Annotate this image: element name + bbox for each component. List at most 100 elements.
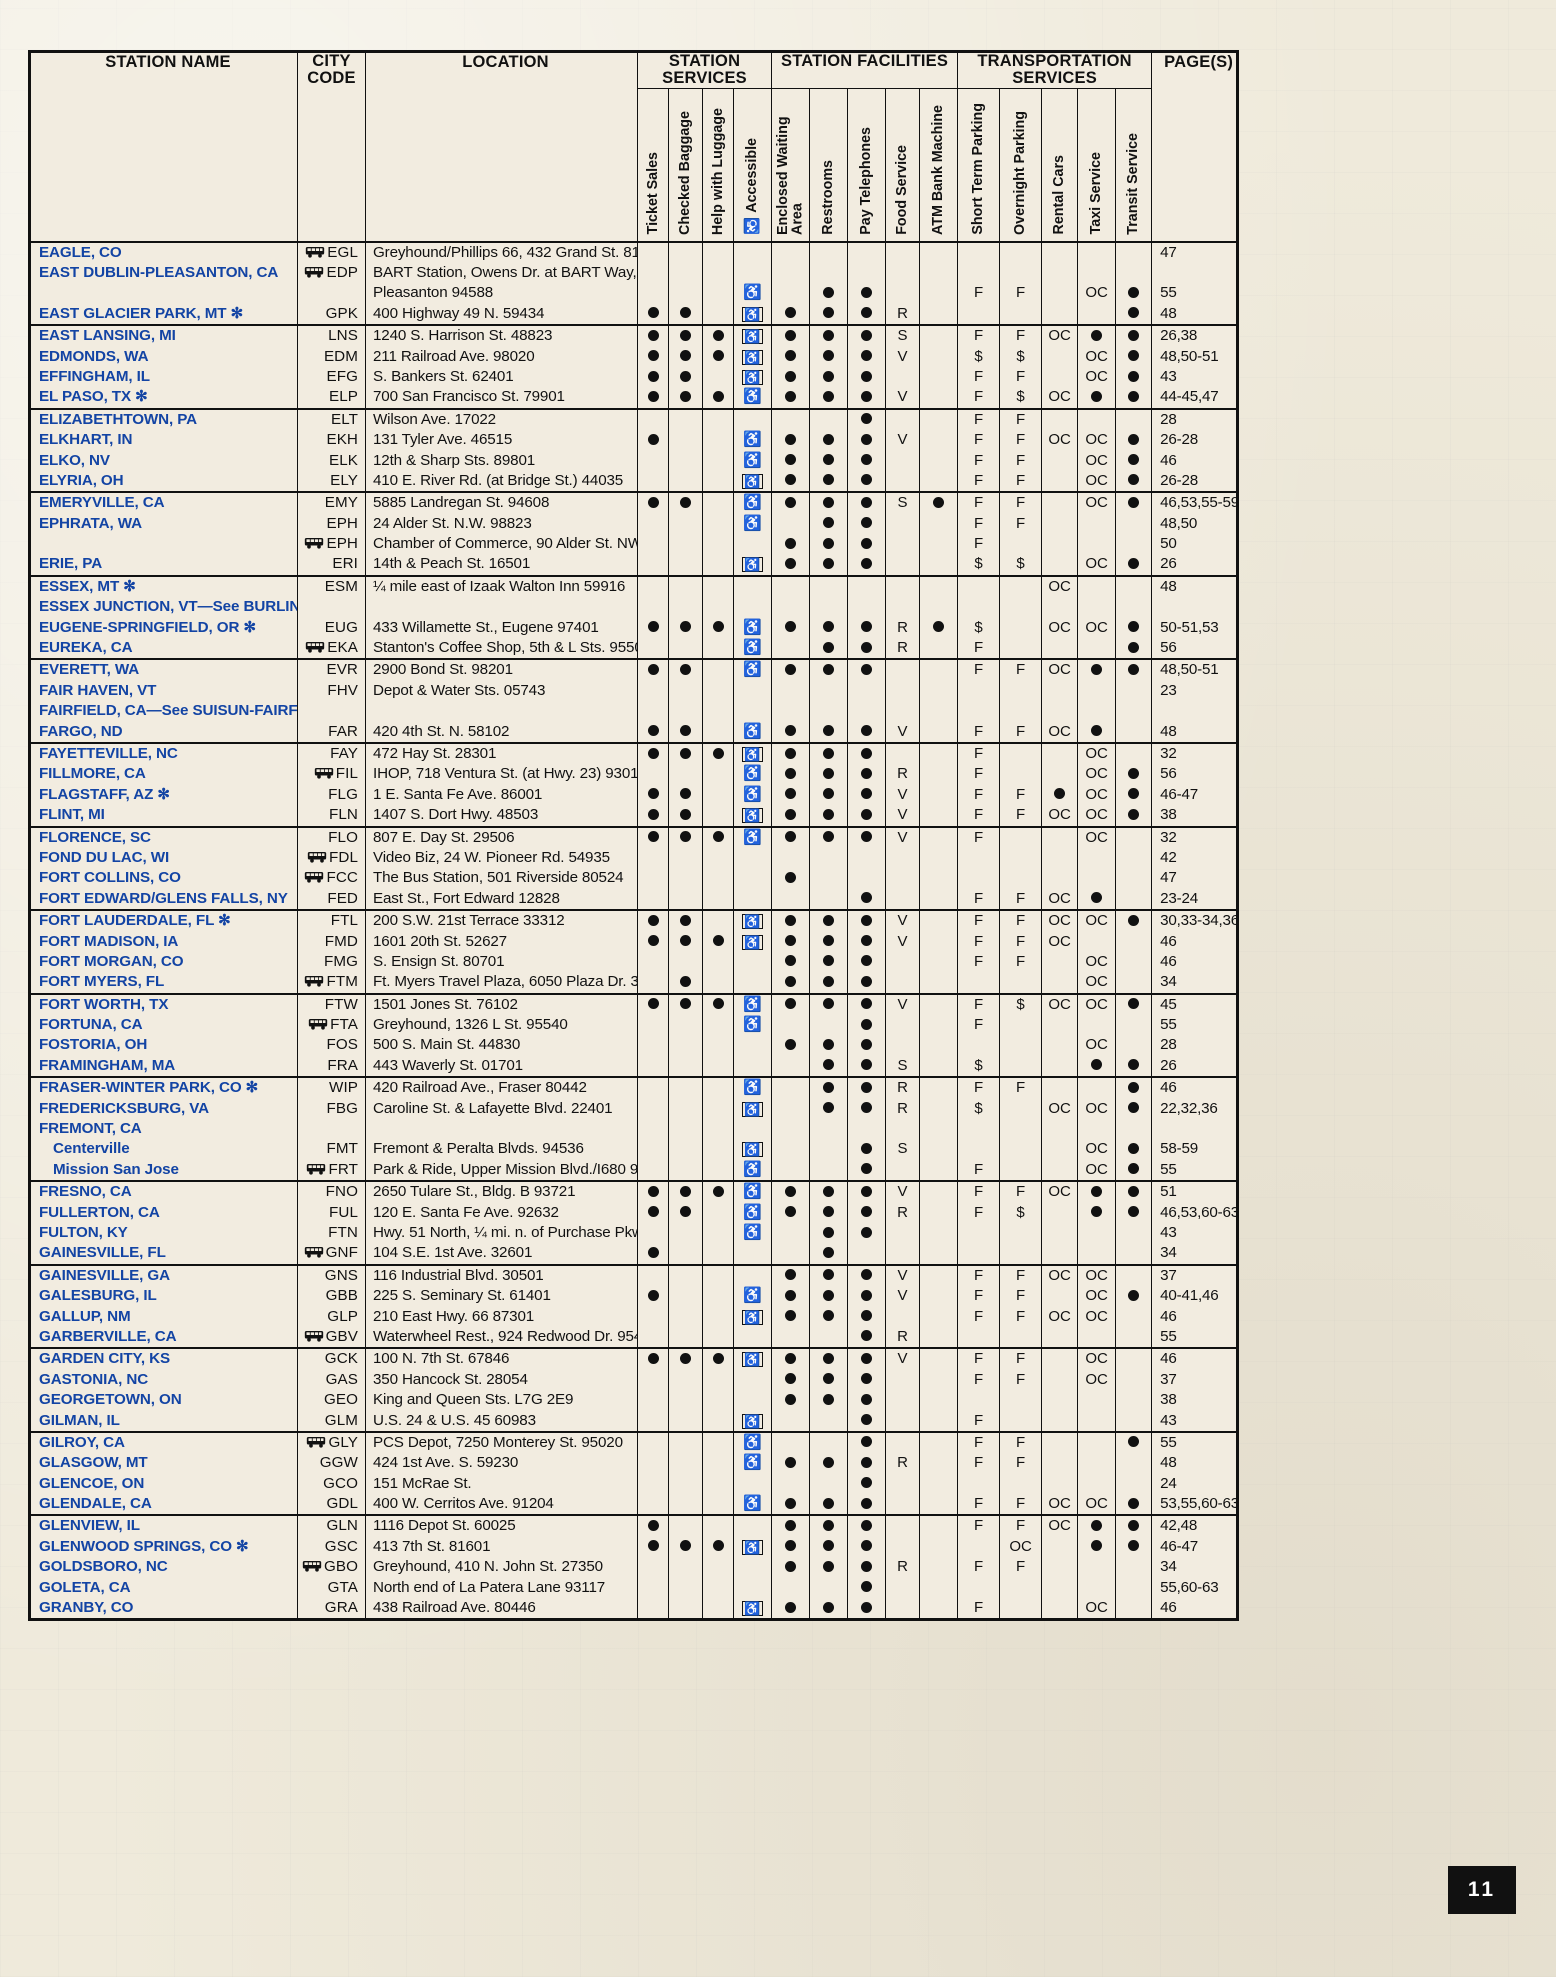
- station-name[interactable]: GLASGOW, MT: [39, 1454, 148, 1472]
- station-name[interactable]: GARDEN CITY, KS: [39, 1350, 170, 1368]
- station-name[interactable]: GAINESVILLE, FL: [39, 1244, 166, 1262]
- service-marker: [1000, 681, 1041, 701]
- station-name[interactable]: FORT WORTH, TX: [39, 995, 169, 1013]
- station-name[interactable]: ELIZABETHTOWN, PA: [39, 410, 198, 428]
- station-name[interactable]: [31, 534, 297, 554]
- station-name[interactable]: EAST GLACIER PARK, MT ✻: [39, 304, 244, 322]
- station-name[interactable]: FULTON, KY: [39, 1223, 128, 1241]
- station-name[interactable]: EDMONDS, WA: [39, 347, 149, 365]
- filled-dot-marker: [823, 831, 835, 843]
- station-name[interactable]: EAST DUBLIN-PLEASANTON, CA: [39, 264, 279, 282]
- service-marker-cell: [847, 1076, 887, 1182]
- station-name[interactable]: GILMAN, IL: [39, 1411, 120, 1429]
- station-name[interactable]: GALESBURG, IL: [39, 1287, 157, 1305]
- station-name[interactable]: EPHRATA, WA: [39, 514, 142, 532]
- filled-dot-marker: [823, 1269, 835, 1281]
- station-name[interactable]: FLORENCE, SC: [39, 828, 151, 846]
- wheelchair-icon: ♿: [743, 431, 762, 449]
- service-marker: [848, 1598, 885, 1618]
- station-name[interactable]: FRESNO, CA: [39, 1183, 132, 1201]
- city-code-cell: ESM EUG EKA: [297, 574, 366, 660]
- filled-dot-marker: [823, 788, 835, 800]
- station-name-cell[interactable]: FRESNO, CA FULLERTON, CA FULTON, KY GAINESV…: [29, 1180, 298, 1266]
- station-name[interactable]: Mission San Jose: [53, 1160, 179, 1178]
- station-name-cell[interactable]: GILROY, CA GLASGOW, MT GLENCOE, ON GLENDALE…: [29, 1430, 298, 1516]
- station-name[interactable]: FLINT, MI: [39, 806, 105, 824]
- filled-dot-marker: [861, 747, 873, 759]
- station-name-cell[interactable]: FLORENCE, SC FOND DU LAC, WI FORT COLLINS,…: [29, 825, 298, 911]
- station-name-cell[interactable]: EVERETT, WA FAIR HAVEN, VT FAIRFIELD, CA—S…: [29, 658, 298, 744]
- station-name-cell[interactable]: FRASER-WINTER PARK, CO ✻ FREDERICKSBURG, …: [29, 1076, 298, 1182]
- station-name[interactable]: GLENWOOD SPRINGS, CO ✻: [39, 1537, 249, 1555]
- service-marker: F: [958, 1203, 999, 1223]
- station-name[interactable]: GOLDSBORO, NC: [39, 1558, 168, 1576]
- service-marker: [1000, 638, 1041, 658]
- station-name[interactable]: ESSEX JUNCTION, VT—See BURLINGTON, VT: [39, 598, 297, 616]
- station-name[interactable]: GOLETA, CA: [39, 1578, 131, 1596]
- station-name[interactable]: FILLMORE, CA: [39, 765, 146, 783]
- station-name-cell[interactable]: GARDEN CITY, KS GASTONIA, NC GEORGETOWN, O…: [29, 1347, 298, 1433]
- station-name-cell[interactable]: EMERYVILLE, CA EPHRATA, WA ERIE, PA: [29, 491, 298, 577]
- station-name[interactable]: FORTUNA, CA: [39, 1016, 143, 1034]
- station-name[interactable]: FAIRFIELD, CA—See SUISUN-FAIRFIELD, CA: [39, 702, 297, 720]
- station-name-cell[interactable]: FORT WORTH, TX FORTUNA, CA FOSTORIA, OH FRA…: [29, 992, 298, 1078]
- station-name[interactable]: FORT EDWARD/GLENS FALLS, NY: [39, 889, 288, 907]
- station-name[interactable]: ELYRIA, OH: [39, 471, 124, 489]
- station-name[interactable]: EL PASO, TX ✻: [39, 388, 148, 406]
- station-name[interactable]: EUREKA, CA: [39, 639, 133, 657]
- station-name[interactable]: FREMONT, CA: [39, 1120, 142, 1138]
- station-name[interactable]: GRANBY, CO: [39, 1599, 134, 1617]
- station-name[interactable]: EUGENE-SPRINGFIELD, OR ✻: [39, 618, 257, 636]
- letter-marker: R: [897, 765, 908, 783]
- station-name[interactable]: FRASER-WINTER PARK, CO ✻: [39, 1079, 259, 1097]
- station-name[interactable]: GARBERVILLE, CA: [39, 1327, 177, 1345]
- station-name[interactable]: FORT COLLINS, CO: [39, 869, 181, 887]
- station-name[interactable]: GLENVIEW, IL: [39, 1517, 140, 1535]
- station-name[interactable]: FOSTORIA, OH: [39, 1036, 148, 1054]
- station-name[interactable]: FOND DU LAC, WI: [39, 848, 170, 866]
- station-name[interactable]: FAYETTEVILLE, NC: [39, 745, 178, 762]
- station-name-cell[interactable]: EAST LANSING, MI EDMONDS, WA EFFINGHAM, IL…: [29, 324, 298, 410]
- station-name-cell[interactable]: FORT LAUDERDALE, FL ✻ FORT MADISON, IA FOR…: [29, 909, 298, 995]
- station-name[interactable]: ELKO, NV: [39, 451, 110, 469]
- service-marker: [1078, 932, 1115, 952]
- station-name-cell[interactable]: ESSEX, MT ✻ ESSEX JUNCTION, VT—See BURLIN…: [29, 574, 298, 660]
- station-name[interactable]: FLAGSTAFF, AZ ✻: [39, 785, 170, 803]
- station-name[interactable]: GLENDALE, CA: [39, 1495, 152, 1513]
- station-name[interactable]: EFFINGHAM, IL: [39, 367, 150, 385]
- station-name-cell[interactable]: GAINESVILLE, GA GALESBURG, IL GALLUP, NM GA…: [29, 1263, 298, 1349]
- station-name-cell[interactable]: ELIZABETHTOWN, PA ELKHART, IN ELKO, NV ELYR…: [29, 407, 298, 493]
- filled-dot-marker: [1128, 390, 1140, 402]
- station-name[interactable]: GEORGETOWN, ON: [39, 1391, 182, 1409]
- service-marker: ♿: [734, 1015, 771, 1035]
- station-name[interactable]: FORT MADISON, IA: [39, 932, 179, 950]
- service-marker: [669, 1598, 702, 1618]
- station-name[interactable]: FORT LAUDERDALE, FL ✻: [39, 912, 231, 930]
- station-name[interactable]: FULLERTON, CA: [39, 1203, 160, 1221]
- station-name[interactable]: GASTONIA, NC: [39, 1370, 149, 1388]
- service-marker: [848, 471, 885, 491]
- station-name[interactable]: FAIR HAVEN, VT: [39, 681, 157, 699]
- station-name[interactable]: FORT MYERS, FL: [39, 973, 165, 991]
- city-code: ELT: [330, 410, 358, 428]
- station-name[interactable]: GLENCOE, ON: [39, 1474, 145, 1492]
- station-name[interactable]: FORT MORGAN, CO: [39, 952, 184, 970]
- station-name-cell[interactable]: GLENVIEW, IL GLENWOOD SPRINGS, CO ✻ GOLDSB…: [29, 1514, 298, 1621]
- station-name[interactable]: GAINESVILLE, GA: [39, 1266, 170, 1284]
- station-name[interactable]: ESSEX, MT ✻: [39, 577, 136, 595]
- station-name[interactable]: [31, 283, 297, 303]
- station-name[interactable]: Centerville: [53, 1140, 130, 1158]
- station-name[interactable]: EVERETT, WA: [39, 661, 140, 679]
- station-name[interactable]: EAGLE, CO: [39, 243, 122, 261]
- station-name[interactable]: FRAMINGHAM, MA: [39, 1056, 176, 1074]
- station-name-cell[interactable]: EAGLE, CO EAST DUBLIN-PLEASANTON, CA EAST…: [29, 240, 298, 326]
- station-name[interactable]: FARGO, ND: [39, 722, 123, 740]
- station-name[interactable]: ERIE, PA: [39, 555, 103, 573]
- station-name[interactable]: ELKHART, IN: [39, 431, 133, 449]
- station-name[interactable]: EMERYVILLE, CA: [39, 494, 165, 512]
- station-name-cell[interactable]: FAYETTEVILLE, NC FILLMORE, CA FLAGSTAFF, A…: [29, 742, 298, 828]
- station-name[interactable]: GILROY, CA: [39, 1433, 125, 1451]
- station-name[interactable]: FREDERICKSBURG, VA: [39, 1099, 210, 1117]
- station-name[interactable]: EAST LANSING, MI: [39, 327, 176, 345]
- station-name[interactable]: GALLUP, NM: [39, 1307, 131, 1325]
